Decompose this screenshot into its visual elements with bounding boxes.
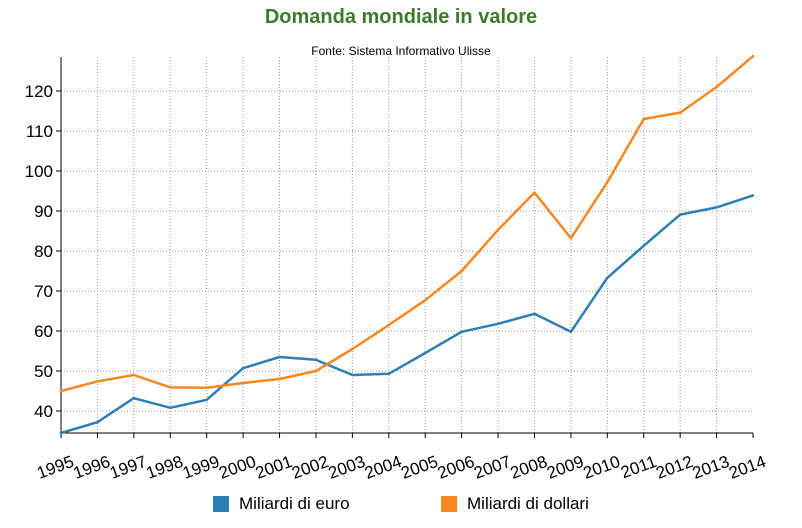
series-0-point-2009 <box>569 330 573 333</box>
grid-lines <box>61 57 753 433</box>
series-0-point-1998 <box>169 406 172 409</box>
series-0-point-2012 <box>678 213 682 216</box>
x-tick-label-2003: 2003 <box>326 452 368 483</box>
x-tick-label-2000: 2000 <box>216 452 258 483</box>
series-line-0 <box>59 194 755 435</box>
series-1-point-2004 <box>387 323 390 327</box>
x-tick-label-2009: 2009 <box>544 452 586 483</box>
x-tick-labels: 1995199619971998199920002001200220032004… <box>34 452 768 483</box>
x-tick-label-2010: 2010 <box>581 452 623 483</box>
series-1-point-2002 <box>314 369 318 373</box>
series-1-point-2010 <box>606 181 609 184</box>
legend-item-dollari: Miliardi di dollari <box>441 494 589 514</box>
series-1-point-2014 <box>751 55 755 58</box>
series-0-point-1997 <box>132 397 136 400</box>
series-1-point-1997 <box>132 373 136 377</box>
legend-label-euro: Miliardi di euro <box>239 494 350 513</box>
x-tick-label-1999: 1999 <box>180 452 222 483</box>
y-tick-label-100: 100 <box>25 162 53 181</box>
x-tick-label-1997: 1997 <box>107 452 149 483</box>
series-0-point-1996 <box>96 421 99 424</box>
series-0-point-2010 <box>606 276 609 279</box>
series-0-point-1999 <box>205 398 208 401</box>
x-tick-label-1998: 1998 <box>144 452 186 483</box>
series-0-point-2004 <box>387 372 390 375</box>
series-1-point-1998 <box>169 386 172 389</box>
series-0-point-2011 <box>642 244 645 247</box>
series-1-point-2009 <box>569 237 573 240</box>
series-0-point-2006 <box>460 330 463 333</box>
x-tick-label-2001: 2001 <box>253 452 295 483</box>
x-tick-label-2011: 2011 <box>618 452 659 482</box>
series-1-point-2000 <box>241 381 245 385</box>
series-1-point-2003 <box>351 347 354 351</box>
series-0-point-2002 <box>314 358 318 361</box>
x-tick-label-2014: 2014 <box>726 452 768 483</box>
series-0-point-2007 <box>496 322 500 325</box>
line-chart: 40 50 60 70 80 90 100 110 120 199519961997199819… <box>25 54 768 483</box>
x-tick-label-2005: 2005 <box>399 452 441 483</box>
series-0-point-2005 <box>424 351 427 355</box>
series-1-point-2001 <box>278 377 281 381</box>
chart-title: Domanda mondiale in valore <box>264 6 538 28</box>
axes <box>56 57 754 438</box>
series-1-point-1999 <box>205 386 208 389</box>
series-1-point-2012 <box>678 111 682 114</box>
series-1-point-2011 <box>642 117 645 121</box>
x-tick-label-2013: 2013 <box>690 452 732 483</box>
y-tick-label-60: 60 <box>34 322 53 341</box>
series-0-point-2001 <box>278 355 281 359</box>
y-tick-label-40: 40 <box>34 402 53 421</box>
series-lines <box>59 54 755 435</box>
series-0-point-2000 <box>241 367 245 370</box>
y-tick-label-80: 80 <box>34 242 53 261</box>
y-tick-label-90: 90 <box>34 202 53 221</box>
x-tick-label-2006: 2006 <box>435 452 477 483</box>
y-tick-label-50: 50 <box>34 362 53 381</box>
series-1-point-1995 <box>59 389 63 393</box>
x-tick-label-1995: 1995 <box>34 452 76 483</box>
series-0-point-2013 <box>715 206 718 209</box>
series-1-point-2006 <box>460 269 463 273</box>
y-tick-label-110: 110 <box>26 122 53 141</box>
series-0-point-2003 <box>351 373 354 377</box>
chart-subtitle: Fonte: Sistema Informativo Ulisse <box>311 44 491 58</box>
legend: Miliardi di euro Miliardi di dollari <box>0 494 802 520</box>
series-0-point-2014 <box>751 194 755 197</box>
legend-item-euro: Miliardi di euro <box>213 494 350 514</box>
y-tick-label-120: 120 <box>25 82 53 101</box>
x-tick-label-2004: 2004 <box>362 452 404 483</box>
legend-swatch-dollari <box>441 496 457 512</box>
x-tick-label-2012: 2012 <box>653 452 695 483</box>
x-tick-label-2007: 2007 <box>471 452 513 483</box>
y-tick-labels: 40 50 60 70 80 90 100 110 120 <box>25 82 53 421</box>
legend-label-dollari: Miliardi di dollari <box>467 494 589 513</box>
x-tick-label-2008: 2008 <box>508 452 550 483</box>
series-1-point-2013 <box>715 85 718 89</box>
series-0-point-2008 <box>533 312 536 315</box>
series-line-1 <box>59 54 755 393</box>
legend-swatch-euro <box>213 496 229 512</box>
y-tick-label-70: 70 <box>34 282 53 301</box>
x-tick-label-2002: 2002 <box>289 452 331 483</box>
series-1-point-2008 <box>533 191 536 194</box>
series-1-point-2007 <box>496 228 500 231</box>
series-0-point-1995 <box>59 431 63 435</box>
series-1-point-1996 <box>96 380 99 383</box>
series-1-point-2005 <box>424 299 427 302</box>
x-tick-label-1996: 1996 <box>71 452 113 483</box>
